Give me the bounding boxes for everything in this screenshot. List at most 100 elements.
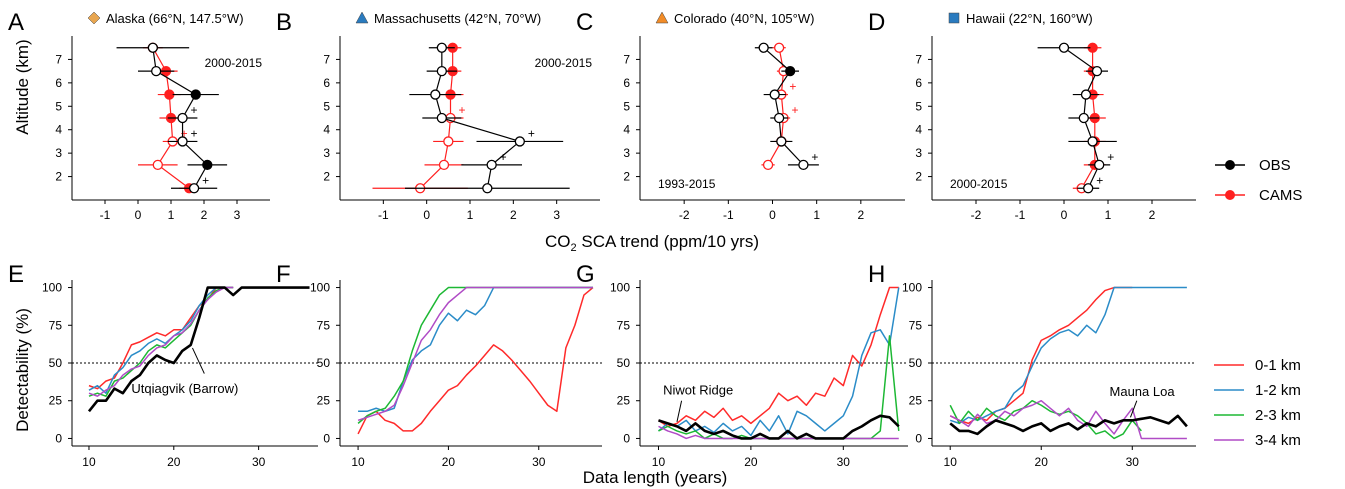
x-tick-label: 20	[1035, 455, 1049, 469]
panel-b: B Massachusetts (42°N, 70°W) 2000-2015 -1 0 1…	[276, 9, 600, 222]
data-point	[1087, 136, 1098, 147]
data-point	[776, 136, 787, 147]
panel-letter: F	[276, 261, 291, 288]
data-point	[190, 89, 201, 100]
y-tick-label: 100	[310, 281, 330, 295]
period-label: 1993-2015	[658, 177, 716, 191]
panel-g: G 10 20 30 0 25 50 75 100 Niwot Ridge	[576, 261, 908, 469]
significance-mark: +	[811, 150, 818, 164]
x-tick-label: 10	[82, 455, 96, 469]
x-tick-label: 1	[168, 208, 175, 222]
panel-title: Colorado (40°N, 105°W)	[674, 11, 814, 26]
top-xlabel: CO2 SCA trend (ppm/10 yrs)	[545, 232, 759, 254]
y-tick-label: 50	[909, 356, 923, 370]
panel-letter: D	[868, 9, 885, 36]
data-point	[164, 89, 175, 100]
annotation-pointer	[192, 347, 205, 374]
x-tick-label: -1	[378, 208, 389, 222]
data-point	[798, 159, 809, 171]
data-point	[436, 42, 447, 53]
legend-cams-marker	[1225, 190, 1235, 200]
legend-top: OBS CAMS	[1215, 157, 1302, 204]
y-tick-label: 6	[623, 76, 630, 90]
period-label: 2000-2015	[535, 56, 593, 70]
data-point	[177, 112, 188, 124]
panel-c: C Colorado (40°N, 105°W) 1993-2015 -2 -1 0 1 2 2…	[576, 9, 905, 222]
y-tick-label: 2	[623, 170, 630, 184]
top-xlabel-sub: 2	[571, 242, 577, 254]
x-tick-label: 0	[1061, 208, 1068, 222]
series-line-1-2-km	[358, 286, 593, 413]
data-point	[769, 89, 780, 100]
y-tick-label: 6	[55, 76, 62, 90]
y-tick-label: 2	[323, 170, 330, 184]
data-point	[150, 65, 162, 77]
data-point	[188, 183, 200, 194]
data-point	[152, 159, 163, 171]
data-point	[443, 136, 454, 147]
data-point	[1094, 159, 1105, 171]
legend-d34-label: 3-4 km	[1255, 432, 1301, 449]
legend-obs-label: OBS	[1259, 157, 1291, 174]
data-point	[482, 183, 493, 194]
legend-bottom: 0-1 km 1-2 km 2-3 km 3-4 km	[1214, 357, 1301, 449]
series-line-1-2-km	[88, 286, 234, 394]
annotation: Niwot Ridge	[663, 383, 733, 398]
legend-obs-marker	[1225, 160, 1235, 170]
x-tick-label: 30	[1126, 455, 1140, 469]
top-panels: A Alaska (66°N, 147.5°W) 2000-2015 -1 0 1 2 3 2 3…	[8, 9, 1196, 222]
x-tick-label: 30	[532, 455, 546, 469]
x-tick-label: 2	[510, 208, 517, 222]
series-obs: +++	[116, 42, 228, 194]
y-tick-label: 6	[915, 76, 922, 90]
y-tick-label: 4	[323, 123, 330, 137]
series-line-obs	[949, 414, 1188, 436]
panel-title: Alaska (66°N, 147.5°W)	[106, 11, 244, 26]
x-tick-label: 30	[837, 455, 851, 469]
data-point	[1083, 183, 1094, 194]
data-point	[758, 42, 769, 53]
annotation: Mauna Loa	[1110, 384, 1176, 399]
series-line-0-1-km	[88, 286, 234, 390]
x-tick-label: 1	[467, 208, 474, 222]
x-tick-label: -2	[679, 208, 690, 222]
bottom-ylabel: Detectability (%)	[13, 308, 32, 432]
y-tick-label: 0	[323, 431, 330, 445]
significance-mark: +	[500, 150, 507, 164]
y-tick-label: 6	[323, 76, 330, 90]
panel-h: H 10 20 30 0 25 50 75 100 Mauna Loa	[868, 261, 1196, 469]
data-point	[1078, 112, 1089, 124]
series-line-0-1-km	[357, 286, 594, 435]
y-tick-label: 75	[617, 318, 631, 332]
x-tick-label: 0	[135, 208, 142, 222]
series-line-2-3-km	[949, 399, 1142, 440]
data-point	[430, 89, 441, 100]
data-point	[147, 42, 159, 53]
x-tick-label: -1	[723, 208, 734, 222]
series-line-3-4-km	[658, 425, 899, 440]
panel-letter: C	[576, 9, 593, 36]
series-line-0-1-km	[949, 286, 1133, 425]
y-tick-label: 50	[317, 356, 331, 370]
significance-mark: +	[191, 126, 198, 140]
data-point	[438, 159, 450, 171]
x-tick-label: 1	[813, 208, 820, 222]
y-tick-label: 3	[323, 146, 330, 160]
data-point	[785, 65, 796, 77]
series-group	[658, 286, 900, 440]
triangle-icon	[355, 11, 369, 24]
data-point	[1080, 89, 1092, 100]
x-tick-label: 0	[423, 208, 430, 222]
y-tick-label: 5	[55, 99, 62, 113]
series-group	[949, 286, 1188, 440]
y-tick-label: 25	[617, 394, 631, 408]
x-tick-label: 2	[201, 208, 208, 222]
data-point	[762, 159, 774, 171]
x-tick-label: 3	[553, 208, 560, 222]
x-tick-label: 0	[769, 208, 776, 222]
y-tick-label: 0	[623, 431, 630, 445]
y-tick-label: 2	[915, 170, 922, 184]
x-tick-label: 30	[252, 455, 266, 469]
